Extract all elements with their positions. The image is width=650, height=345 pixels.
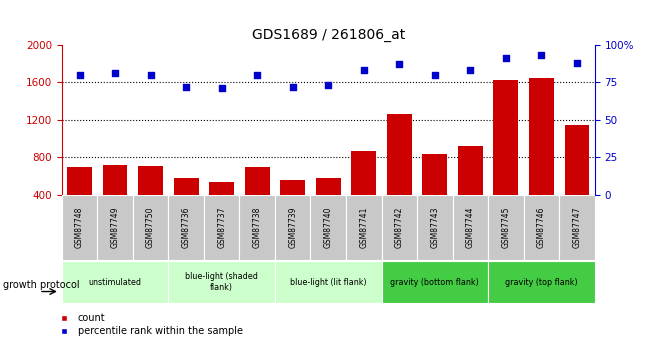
Text: GSM87750: GSM87750 xyxy=(146,207,155,248)
Point xyxy=(252,72,263,78)
Point xyxy=(465,68,476,73)
Text: GSM87747: GSM87747 xyxy=(573,207,582,248)
Bar xyxy=(488,195,524,260)
Point xyxy=(74,72,85,78)
Text: GSM87745: GSM87745 xyxy=(501,207,510,248)
Text: gravity (top flank): gravity (top flank) xyxy=(505,277,578,287)
Point xyxy=(216,86,227,91)
Point xyxy=(146,72,156,78)
Text: GSM87741: GSM87741 xyxy=(359,207,369,248)
Legend: count, percentile rank within the sample: count, percentile rank within the sample xyxy=(50,309,246,340)
Point xyxy=(359,68,369,73)
Bar xyxy=(62,262,168,303)
Bar xyxy=(280,180,305,195)
Point xyxy=(430,72,440,78)
Text: blue-light (shaded
flank): blue-light (shaded flank) xyxy=(185,272,258,292)
Bar xyxy=(559,195,595,260)
Text: gravity (bottom flank): gravity (bottom flank) xyxy=(391,277,479,287)
Text: GSM87736: GSM87736 xyxy=(181,207,190,248)
Bar xyxy=(275,195,311,260)
Bar xyxy=(311,195,346,260)
Title: GDS1689 / 261806_at: GDS1689 / 261806_at xyxy=(252,28,405,42)
Bar xyxy=(493,80,518,195)
Bar xyxy=(138,166,163,195)
Bar xyxy=(387,114,411,195)
Point xyxy=(181,84,191,90)
Text: growth protocol: growth protocol xyxy=(3,280,80,289)
Bar xyxy=(565,125,590,195)
Point xyxy=(323,82,333,88)
Bar xyxy=(316,178,341,195)
Text: GSM87740: GSM87740 xyxy=(324,207,333,248)
Point xyxy=(394,62,404,67)
Bar xyxy=(174,178,198,195)
Text: GSM87748: GSM87748 xyxy=(75,207,84,248)
Bar xyxy=(245,167,270,195)
Text: GSM87738: GSM87738 xyxy=(253,207,262,248)
Bar xyxy=(458,146,483,195)
Point xyxy=(287,84,298,90)
Point xyxy=(110,71,120,76)
Point xyxy=(572,60,582,66)
Text: GSM87739: GSM87739 xyxy=(288,207,297,248)
Bar xyxy=(452,195,488,260)
Bar xyxy=(168,195,204,260)
Bar xyxy=(209,182,234,195)
Bar xyxy=(239,195,275,260)
Bar xyxy=(524,195,559,260)
Point xyxy=(536,52,547,58)
Bar xyxy=(275,262,382,303)
Bar xyxy=(382,262,488,303)
Bar xyxy=(133,195,168,260)
Bar xyxy=(352,151,376,195)
Text: GSM87749: GSM87749 xyxy=(111,207,120,248)
Text: GSM87743: GSM87743 xyxy=(430,207,439,248)
Bar xyxy=(168,262,275,303)
Text: GSM87744: GSM87744 xyxy=(466,207,475,248)
Bar xyxy=(62,195,98,260)
Text: GSM87746: GSM87746 xyxy=(537,207,546,248)
Bar xyxy=(488,262,595,303)
Text: GSM87737: GSM87737 xyxy=(217,207,226,248)
Point xyxy=(500,56,511,61)
Bar xyxy=(67,167,92,195)
Text: blue-light (lit flank): blue-light (lit flank) xyxy=(290,277,367,287)
Text: unstimulated: unstimulated xyxy=(88,277,142,287)
Bar xyxy=(382,195,417,260)
Bar xyxy=(422,154,447,195)
Bar xyxy=(103,165,127,195)
Bar xyxy=(204,195,239,260)
Bar xyxy=(529,78,554,195)
Bar xyxy=(346,195,382,260)
Text: GSM87742: GSM87742 xyxy=(395,207,404,248)
Bar xyxy=(98,195,133,260)
Bar xyxy=(417,195,452,260)
